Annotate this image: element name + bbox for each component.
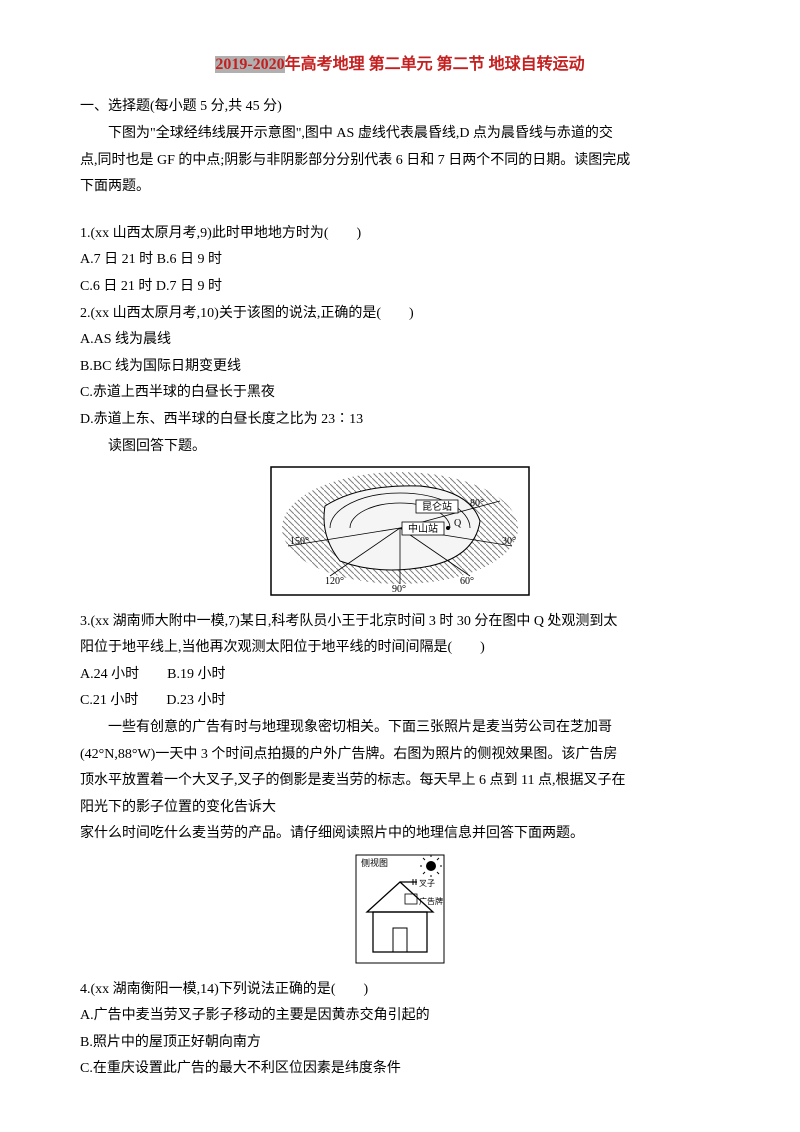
antarctic-map-icon: 昆仑站 中山站 Q 80° 150° 120° 90° 60° 30° bbox=[270, 466, 530, 596]
deg-label: 150° bbox=[290, 536, 309, 547]
q-label: Q bbox=[454, 518, 462, 529]
read-figure: 读图回答下题。 bbox=[80, 434, 720, 461]
question-3-line: 阳位于地平线上,当他再次观测太阳位于地平线的时间间隔是( ) bbox=[80, 635, 720, 662]
question-2-option: D.赤道上东、西半球的白昼长度之比为 23∶13 bbox=[80, 407, 720, 434]
question-2-option: A.AS 线为晨线 bbox=[80, 327, 720, 354]
deg-label: 30° bbox=[502, 536, 516, 547]
intro2-line: 一些有创意的广告有时与地理现象密切相关。下面三张照片是麦当劳公司在芝加哥 bbox=[80, 715, 720, 742]
intro2-line: 顶水平放置着一个大叉子,叉子的倒影是麦当劳的标志。每天早上 6 点到 11 点,… bbox=[80, 768, 720, 795]
house-side-icon: 侧视图 叉子 广告牌 bbox=[355, 854, 445, 964]
intro-line: 点,同时也是 GF 的中点;阴影与非阴影部分分别代表 6 日和 7 日两个不同的… bbox=[80, 148, 720, 175]
zhongshan-label: 中山站 bbox=[408, 522, 438, 535]
question-1-option: A.7 日 21 时 B.6 日 9 时 bbox=[80, 247, 720, 274]
question-2-option: C.赤道上西半球的白昼长于黑夜 bbox=[80, 380, 720, 407]
intro-line: 下图为"全球经纬线展开示意图",图中 AS 虚线代表晨昏线,D 点为晨昏线与赤道… bbox=[80, 121, 720, 148]
figure-3: 侧视图 叉子 广告牌 bbox=[355, 854, 445, 964]
deg-label: 120° bbox=[325, 576, 344, 587]
side-view-label: 侧视图 bbox=[361, 857, 388, 868]
deg-label: 80° bbox=[470, 498, 484, 509]
question-3-option: C.21 小时 D.23 小时 bbox=[80, 688, 720, 715]
question-1-option: C.6 日 21 时 D.7 日 9 时 bbox=[80, 274, 720, 301]
section-heading: 一、选择题(每小题 5 分,共 45 分) bbox=[80, 94, 720, 121]
question-2: 2.(xx 山西太原月考,10)关于该图的说法,正确的是( ) bbox=[80, 301, 720, 328]
question-3-option: A.24 小时 B.19 小时 bbox=[80, 662, 720, 689]
title-rest: 年高考地理 第二单元 第二节 地球自转运动 bbox=[285, 56, 585, 73]
question-4: 4.(xx 湖南衡阳一模,14)下列说法正确的是( ) bbox=[80, 977, 720, 1004]
page-title: 2019-2020年高考地理 第二单元 第二节 地球自转运动 bbox=[80, 50, 720, 80]
question-4-option: B.照片中的屋顶正好朝向南方 bbox=[80, 1030, 720, 1057]
fork-label: 叉子 bbox=[419, 879, 435, 888]
question-4-option: A.广告中麦当劳叉子影子移动的主要是因黄赤交角引起的 bbox=[80, 1003, 720, 1030]
deg-label: 90° bbox=[392, 584, 406, 595]
sign-label: 广告牌 bbox=[419, 896, 443, 906]
question-2-option: B.BC 线为国际日期变更线 bbox=[80, 354, 720, 381]
intro2-line: 家什么时间吃什么麦当劳的产品。请仔细阅读照片中的地理信息并回答下面两题。 bbox=[80, 821, 720, 848]
question-3-line: 3.(xx 湖南师大附中一模,7)某日,科考队员小王于北京时间 3 时 30 分… bbox=[80, 609, 720, 636]
question-4-option: C.在重庆设置此广告的最大不利区位因素是纬度条件 bbox=[80, 1056, 720, 1083]
intro2-line: (42°N,88°W)一天中 3 个时间点拍摄的户外广告牌。右图为照片的侧视效果… bbox=[80, 742, 720, 769]
intro-line: 下面两题。 bbox=[80, 174, 720, 201]
deg-label: 60° bbox=[460, 576, 474, 587]
intro2-line: 阳光下的影子位置的变化告诉大 bbox=[80, 795, 720, 822]
figure-2: 昆仑站 中山站 Q 80° 150° 120° 90° 60° 30° bbox=[270, 466, 530, 596]
title-highlight: 2019-2020 bbox=[215, 56, 284, 73]
question-1: 1.(xx 山西太原月考,9)此时甲地地方时为( ) bbox=[80, 221, 720, 248]
figure-2-wrap: 昆仑站 中山站 Q 80° 150° 120° 90° 60° 30° bbox=[80, 466, 720, 607]
figure-3-wrap: 侧视图 叉子 广告牌 bbox=[80, 854, 720, 975]
kunlun-label: 昆仑站 bbox=[422, 500, 452, 513]
